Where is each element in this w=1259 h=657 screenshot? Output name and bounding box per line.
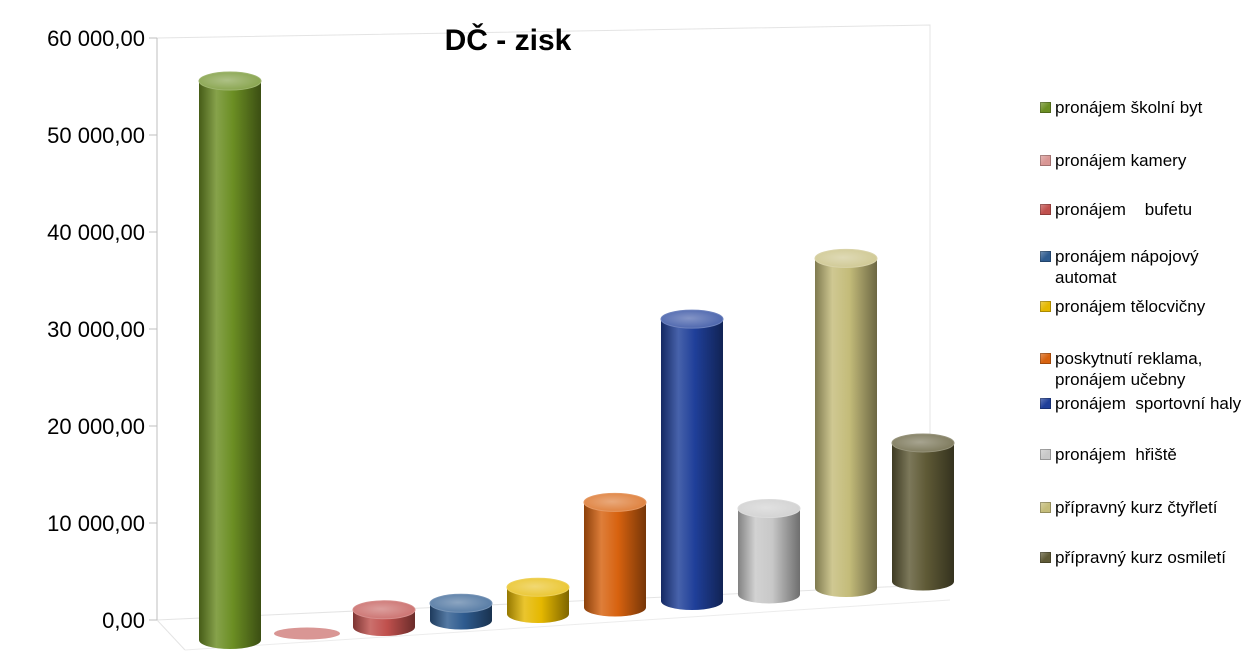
- y-axis: 0,00 10 000,00 20 000,00 30 000,00 40 000,00…: [47, 26, 158, 633]
- legend-label: pronájem sportovní haly: [1055, 394, 1242, 413]
- legend-label: poskytnutí reklama, pronájem učebny: [1055, 349, 1208, 389]
- bar: [737, 499, 801, 604]
- legend: pronájem školní byt pronájem kamery pronáj…: [1040, 0, 1259, 657]
- bar-body: [815, 258, 877, 597]
- legend-item: pronájem tělocvičny: [1040, 296, 1259, 317]
- legend-swatch: [1040, 251, 1051, 262]
- floor-front-edge: [184, 599, 951, 651]
- y-tick-label: 30 000,00: [47, 317, 145, 342]
- chart-title: DČ - zisk: [445, 23, 572, 57]
- legend-swatch: [1040, 552, 1051, 563]
- legend-item: pronájem hřiště: [1040, 444, 1259, 465]
- y-tick-label: 10 000,00: [47, 511, 145, 536]
- bar: [506, 577, 570, 623]
- legend-swatch: [1040, 155, 1051, 166]
- legend-swatch: [1040, 449, 1051, 460]
- bar: [429, 593, 493, 630]
- y-tick-label: 40 000,00: [47, 220, 145, 245]
- bar: [583, 492, 647, 617]
- bar: [274, 627, 340, 640]
- bar-top: [198, 71, 262, 91]
- y-tick-label: 20 000,00: [47, 414, 145, 439]
- legend-item: pronájem sportovní haly: [1040, 393, 1259, 414]
- legend-item: přípravný kurz osmiletí: [1040, 547, 1259, 568]
- legend-swatch: [1040, 353, 1051, 364]
- bar-body: [199, 81, 261, 649]
- legend-label: pronájem tělocvičny: [1055, 297, 1206, 316]
- legend-item: pronájem kamery: [1040, 150, 1259, 171]
- legend-label: přípravný kurz osmiletí: [1055, 548, 1226, 567]
- legend-item: pronájem školní byt: [1040, 97, 1259, 118]
- bar: [352, 600, 416, 636]
- bar-body: [507, 587, 569, 623]
- bar-top: [737, 499, 801, 519]
- bar-top: [583, 492, 647, 512]
- bar-body: [661, 319, 723, 610]
- legend-swatch: [1040, 204, 1051, 215]
- bar: [814, 248, 878, 597]
- legend-swatch: [1040, 502, 1051, 513]
- floor-edge: [156, 619, 186, 651]
- legend-item: pronájem nápojový automat: [1040, 246, 1259, 288]
- bars-group: [198, 71, 955, 649]
- legend-swatch: [1040, 398, 1051, 409]
- bar-body: [584, 502, 646, 617]
- legend-label: pronájem školní byt: [1055, 98, 1203, 117]
- legend-label: pronájem kamery: [1055, 151, 1187, 170]
- y-tick-label: 50 000,00: [47, 123, 145, 148]
- legend-item: pronájem bufetu: [1040, 199, 1259, 220]
- bar: [198, 71, 262, 649]
- bar-top: [352, 600, 416, 620]
- bar: [891, 433, 955, 591]
- legend-label: pronájem bufetu: [1055, 200, 1193, 219]
- bar-top: [814, 248, 878, 268]
- bar-top: [506, 577, 570, 597]
- legend-item: přípravný kurz čtyřletí: [1040, 497, 1259, 518]
- legend-swatch: [1040, 102, 1051, 113]
- bar-body: [738, 508, 800, 604]
- legend-swatch: [1040, 301, 1051, 312]
- y-tick-label: 60 000,00: [47, 26, 145, 51]
- legend-item: poskytnutí reklama, pronájem učebny: [1040, 348, 1259, 390]
- bar-top: [429, 593, 493, 613]
- bar-top: [274, 627, 340, 640]
- bar-chart: 0,00 10 000,00 20 000,00 30 000,00 40 000,00…: [47, 23, 955, 651]
- back-wall: [156, 24, 931, 621]
- y-tick-label: 0,00: [102, 608, 145, 633]
- legend-label: přípravný kurz čtyřletí: [1055, 498, 1218, 517]
- bar-body: [892, 442, 954, 591]
- bar: [660, 309, 724, 610]
- bar-top: [891, 433, 955, 453]
- bar-top: [660, 309, 724, 329]
- legend-label: pronájem nápojový automat: [1055, 247, 1204, 287]
- legend-label: pronájem hřiště: [1055, 445, 1177, 464]
